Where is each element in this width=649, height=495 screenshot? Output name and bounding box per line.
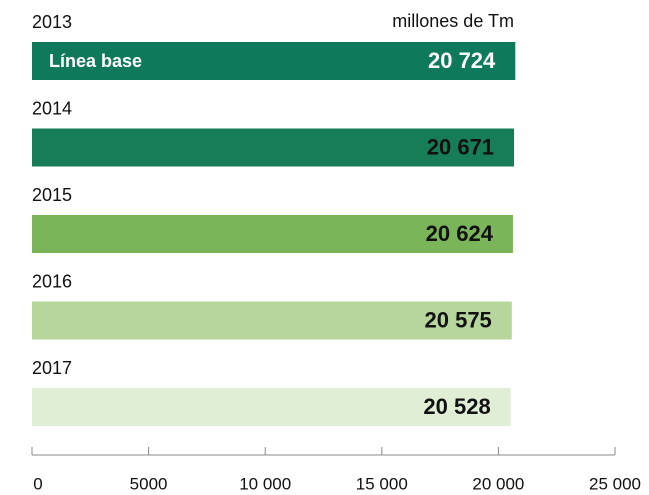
x-tick-label: 20 000 [472, 474, 524, 493]
value-label: 20 528 [423, 394, 490, 419]
x-tick-label: 25 000 [589, 474, 641, 493]
year-label: 2014 [32, 98, 72, 118]
year-label: 2013 [32, 12, 72, 32]
value-label: 20 624 [426, 221, 494, 246]
year-label: 2016 [32, 271, 72, 291]
year-label: 2017 [32, 358, 72, 378]
bar [32, 388, 511, 426]
x-tick-label: 5000 [130, 474, 168, 493]
bar [32, 42, 516, 80]
year-label: 2015 [32, 185, 72, 205]
x-tick-label: 0 [33, 474, 42, 493]
value-label: 20 575 [425, 307, 492, 332]
baseline-annotation: Línea base [49, 51, 142, 71]
bar [32, 301, 512, 340]
x-tick-label: 10 000 [239, 474, 291, 493]
bar [32, 128, 515, 167]
value-label: 20 671 [427, 134, 494, 159]
value-label: 20 724 [428, 48, 496, 73]
unit-label: millones de Tm [392, 11, 514, 31]
bar [32, 215, 513, 253]
x-tick-label: 15 000 [356, 474, 408, 493]
